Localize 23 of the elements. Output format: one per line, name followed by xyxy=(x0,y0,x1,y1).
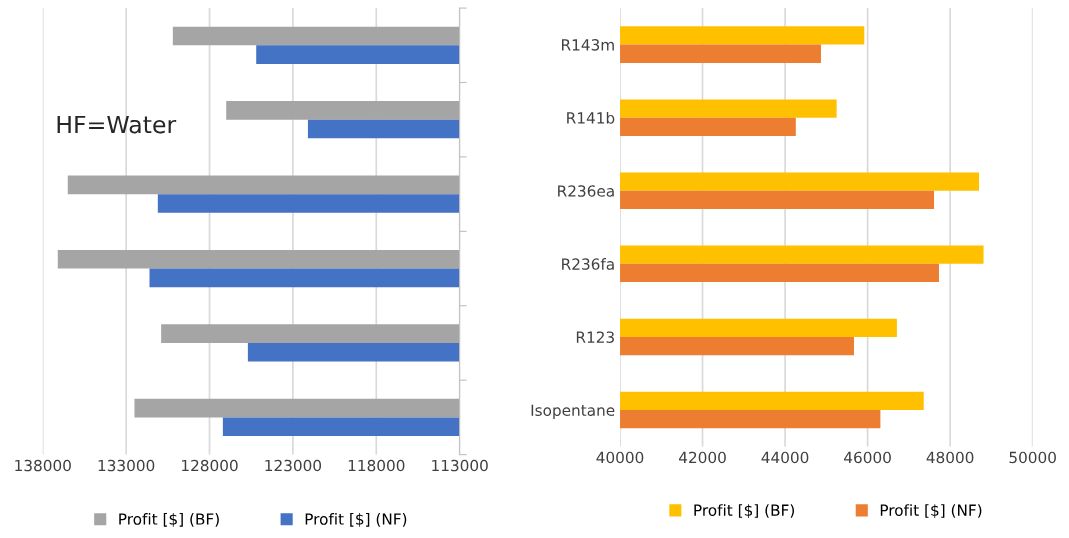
y-tick-label: Isopentane xyxy=(531,404,615,419)
x-tick-label: 128000 xyxy=(182,459,238,472)
y-tick-label: R123 xyxy=(576,331,614,343)
y-tick-label: R236ea xyxy=(558,185,614,197)
legend-label: Profit [$] (NF) xyxy=(880,504,982,518)
x-tick-label: 44000 xyxy=(761,451,809,464)
x-tick-label: 40000 xyxy=(596,451,644,464)
y-tick-label: R143m xyxy=(562,39,614,51)
y-tick-label: R236fa xyxy=(562,258,614,270)
legend-label: Profit [$] (BF) xyxy=(119,513,219,527)
x-tick-label: 50000 xyxy=(1009,451,1056,464)
x-tick-label: 118000 xyxy=(348,459,405,472)
x-tick-label: 42000 xyxy=(678,451,726,464)
x-tick-label: 48000 xyxy=(926,451,974,464)
x-tick-label: 123000 xyxy=(265,459,322,472)
x-tick-label: 133000 xyxy=(98,459,155,472)
annotation: HF=Water xyxy=(57,115,177,134)
x-tick-label: 138000 xyxy=(15,459,71,472)
x-tick-label: 113000 xyxy=(432,459,488,472)
y-tick-label: R141b xyxy=(567,111,615,124)
x-tick-label: 46000 xyxy=(844,451,891,464)
legend-label: Profit [$] (BF) xyxy=(694,504,794,518)
legend-label: Profit [$] (NF) xyxy=(305,513,407,527)
